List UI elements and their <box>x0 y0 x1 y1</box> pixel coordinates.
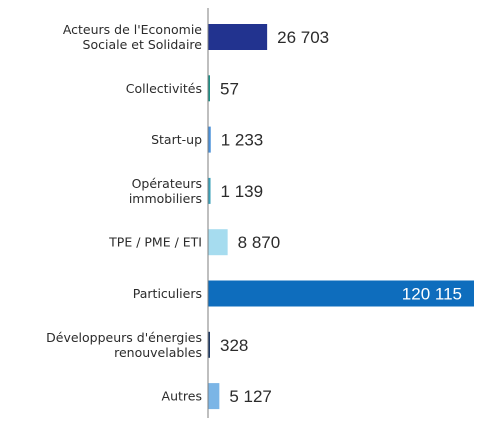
category-label-3: Opérateurs immobiliers <box>129 176 202 206</box>
labels-group: Acteurs de l'Economie Sociale et Solidair… <box>46 22 462 406</box>
value-label-4: 8 870 <box>238 233 281 252</box>
value-label-3: 1 139 <box>221 182 264 201</box>
bar-0 <box>208 24 268 50</box>
category-label-0: Acteurs de l'Economie Sociale et Solidair… <box>63 22 202 52</box>
bar-4 <box>208 229 228 256</box>
value-label-0: 26 703 <box>277 28 329 47</box>
bar-3 <box>208 177 211 204</box>
category-label-4: TPE / PME / ETI <box>108 235 202 250</box>
bar-6 <box>208 331 210 358</box>
bar-2 <box>208 126 211 153</box>
value-label-6: 328 <box>220 336 248 355</box>
value-label-7: 5 127 <box>229 387 272 406</box>
category-label-2: Start-up <box>151 132 202 147</box>
bars-group <box>208 24 474 410</box>
value-label-5: 120 115 <box>402 285 462 304</box>
value-label-2: 1 233 <box>221 131 264 150</box>
category-label-5: Particuliers <box>133 286 202 301</box>
bar-5 <box>208 280 474 307</box>
bar-7 <box>208 383 220 410</box>
category-label-1: Collectivités <box>126 81 202 96</box>
bar-1 <box>208 75 210 102</box>
category-label-6: Développeurs d'énergies renouvelables <box>46 330 202 360</box>
category-label-7: Autres <box>162 389 202 404</box>
value-label-1: 57 <box>220 79 239 98</box>
